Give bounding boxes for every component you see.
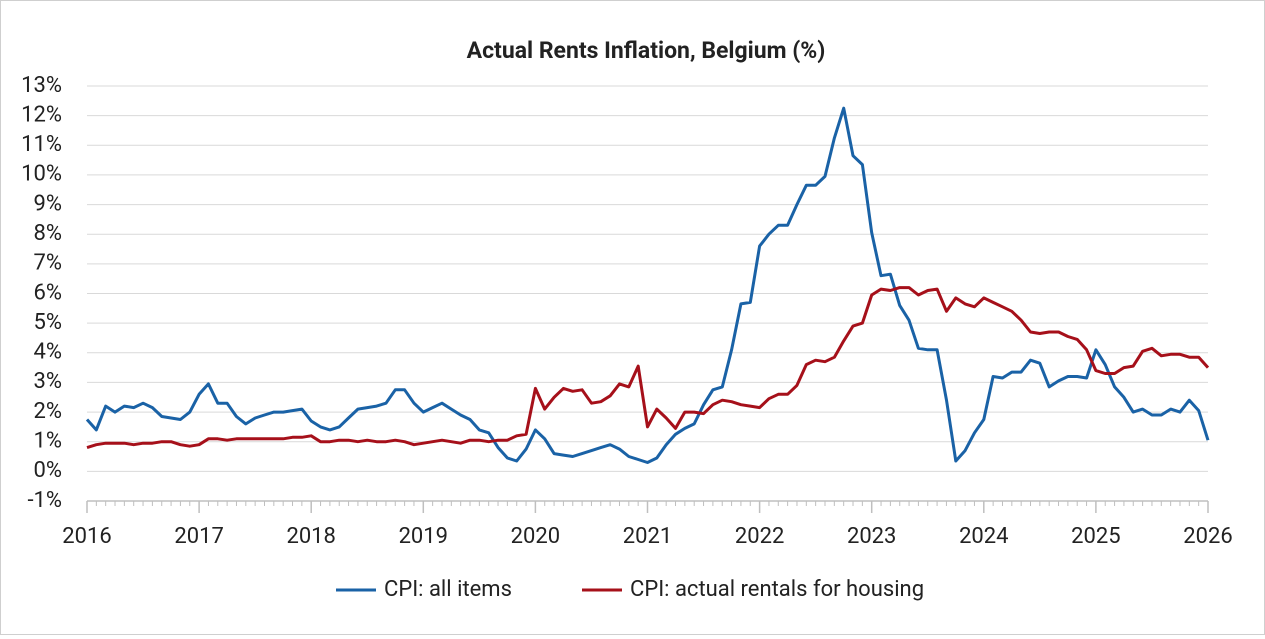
x-tick-label: 2019 [399, 524, 448, 549]
x-tick-label: 2026 [1183, 524, 1232, 549]
x-tick-label: 2020 [511, 524, 560, 549]
y-tick-label: 1% [34, 429, 62, 454]
y-tick-label: 2% [34, 399, 62, 424]
y-tick-label: 12% [21, 102, 62, 127]
y-tick-label: 8% [34, 221, 62, 246]
y-tick-label: 11% [21, 132, 62, 157]
y-tick-label: 6% [34, 280, 62, 305]
y-tick-label: 13% [21, 73, 62, 98]
x-tick-label: 2024 [959, 524, 1008, 549]
y-tick-label: 0% [34, 458, 62, 483]
y-tick-label: 9% [34, 191, 62, 216]
x-tick-label: 2023 [847, 524, 896, 549]
y-tick-label: 10% [21, 162, 62, 187]
y-tick-label: -1% [27, 488, 62, 513]
x-tick-label: 2025 [1071, 524, 1120, 549]
legend-label: CPI: actual rentals for housing [630, 577, 924, 602]
legend-label: CPI: all items [384, 577, 512, 602]
x-tick-label: 2017 [174, 524, 223, 549]
y-tick-label: 5% [34, 310, 62, 335]
x-tick-label: 2016 [62, 524, 111, 549]
x-tick-label: 2022 [735, 524, 784, 549]
y-tick-label: 4% [34, 340, 62, 365]
y-tick-label: 3% [34, 369, 62, 394]
y-tick-label: 7% [34, 251, 62, 276]
x-tick-label: 2021 [623, 524, 672, 549]
series-line [85, 106, 1210, 464]
series-line [86, 286, 1210, 450]
chart-title: Actual Rents Inflation, Belgium (%) [467, 37, 826, 64]
x-tick-label: 2018 [286, 524, 335, 549]
